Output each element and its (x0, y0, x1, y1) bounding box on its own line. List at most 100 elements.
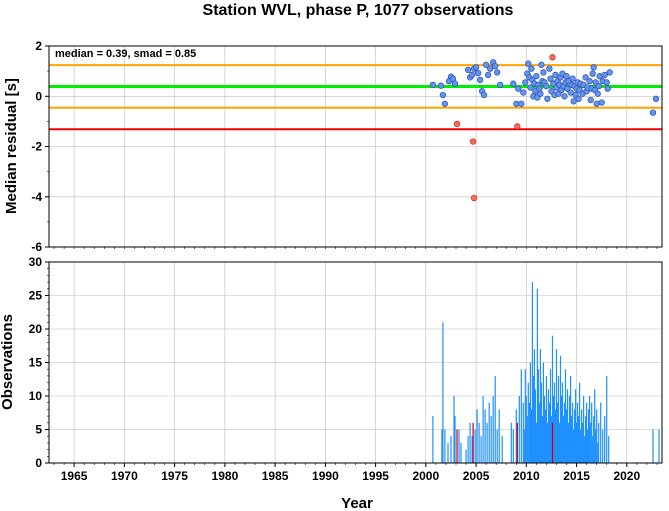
observation-bar (469, 422, 471, 463)
residual-point (510, 80, 517, 87)
observation-bar (595, 429, 597, 463)
observation-bar (490, 416, 492, 463)
observation-bar (541, 416, 543, 463)
observations-y-tick-label: 20 (29, 322, 43, 336)
residual-point (525, 60, 532, 67)
residual-point (464, 66, 472, 74)
residual-point (533, 73, 540, 80)
observation-bar (467, 436, 469, 463)
observation-bar (586, 402, 588, 463)
observation-bar (520, 369, 522, 463)
x-tick-label: 1995 (362, 469, 389, 483)
observation-bar (529, 362, 531, 463)
observation-bar (557, 375, 560, 463)
observation-bar (576, 422, 578, 463)
observation-bar (572, 402, 574, 463)
residual-point (586, 78, 593, 85)
residual-points (429, 54, 660, 202)
residual-point (652, 95, 660, 102)
observation-bar (486, 422, 488, 463)
residual-point (595, 83, 602, 90)
x-tick-label: 1990 (312, 469, 339, 483)
residual-point (528, 65, 535, 72)
observation-bar (526, 416, 528, 463)
observation-bar (480, 436, 482, 463)
residual-point (515, 85, 522, 92)
residual-point (441, 100, 449, 107)
observation-bar (496, 429, 498, 463)
residual-point (518, 100, 525, 107)
observation-bar (578, 416, 580, 463)
observation-bar (510, 422, 512, 463)
observation-bar (512, 429, 514, 463)
observation-bar (565, 409, 568, 463)
observation-bar (547, 389, 549, 463)
observation-bar (606, 375, 608, 463)
observation-bar (589, 396, 591, 463)
observation-bar (597, 442, 599, 463)
outlier-observation-bar (551, 422, 554, 463)
observation-bar (591, 402, 593, 463)
observation-bar (598, 422, 600, 463)
residual-point (544, 95, 551, 102)
observation-bar (584, 436, 586, 463)
observation-bar (559, 355, 562, 463)
observations-y-axis-label: Observations (0, 314, 16, 410)
observation-bar (592, 436, 594, 463)
observation-bar (588, 409, 590, 463)
observation-bar (532, 375, 534, 463)
residual-point (494, 69, 501, 76)
observation-bar (575, 389, 577, 463)
observation-bar (534, 389, 536, 463)
observation-bar (567, 422, 570, 463)
residual-reference-lines (49, 64, 662, 131)
residual-point (606, 69, 613, 76)
median-smad-annotation: median = 0.39, smad = 0.85 (55, 48, 196, 60)
observation-bar (465, 449, 467, 463)
observation-bar (543, 396, 545, 463)
observation-bar (539, 349, 541, 463)
residual-point (537, 90, 544, 97)
x-tick-label: 1975 (161, 469, 188, 483)
observation-bar (658, 429, 660, 463)
residual-point (482, 61, 490, 68)
residual-point (497, 81, 504, 89)
residual-point (604, 85, 611, 92)
observation-bar (515, 409, 517, 463)
residual-point (590, 64, 597, 71)
observation-bar (608, 436, 610, 463)
x-tick-label: 2015 (563, 469, 590, 483)
observation-bar (594, 389, 596, 463)
observation-bar (538, 402, 540, 463)
residual-point (575, 95, 582, 102)
observation-bar (498, 409, 500, 463)
residual-y-axis-label: Median residual [s] (3, 78, 20, 214)
year-x-ticks: 1965 1970 1975 1980 1985 1990 1995 2000 2005 2010… (53, 247, 658, 483)
x-tick-label: 1965 (61, 469, 88, 483)
residual-point (451, 80, 459, 87)
observation-bar (582, 422, 584, 463)
residual-point (589, 70, 596, 77)
outlier-observation-bar (456, 429, 458, 463)
observation-bar (453, 396, 455, 463)
observation-bar (518, 396, 520, 463)
residual-y-ticks: -6 -4 -2 0 2 (31, 39, 49, 254)
residual-point (552, 71, 559, 79)
observation-bar (581, 409, 583, 463)
residual-point (522, 79, 529, 86)
observation-bar (450, 436, 452, 463)
observation-bar (540, 382, 542, 463)
observations-y-tick-label: 10 (29, 389, 43, 403)
observation-bar (600, 402, 602, 463)
outlier-residual-point (549, 54, 556, 61)
x-tick-label: 2005 (463, 469, 490, 483)
observation-bar (536, 288, 538, 463)
residual-point (476, 76, 484, 84)
x-tick-label: 1970 (111, 469, 138, 483)
x-tick-label: 1980 (212, 469, 239, 483)
observation-bar (550, 416, 553, 463)
observation-bar (593, 416, 595, 463)
residual-point (543, 83, 550, 90)
residual-point (527, 84, 534, 91)
observation-bar (442, 322, 444, 463)
